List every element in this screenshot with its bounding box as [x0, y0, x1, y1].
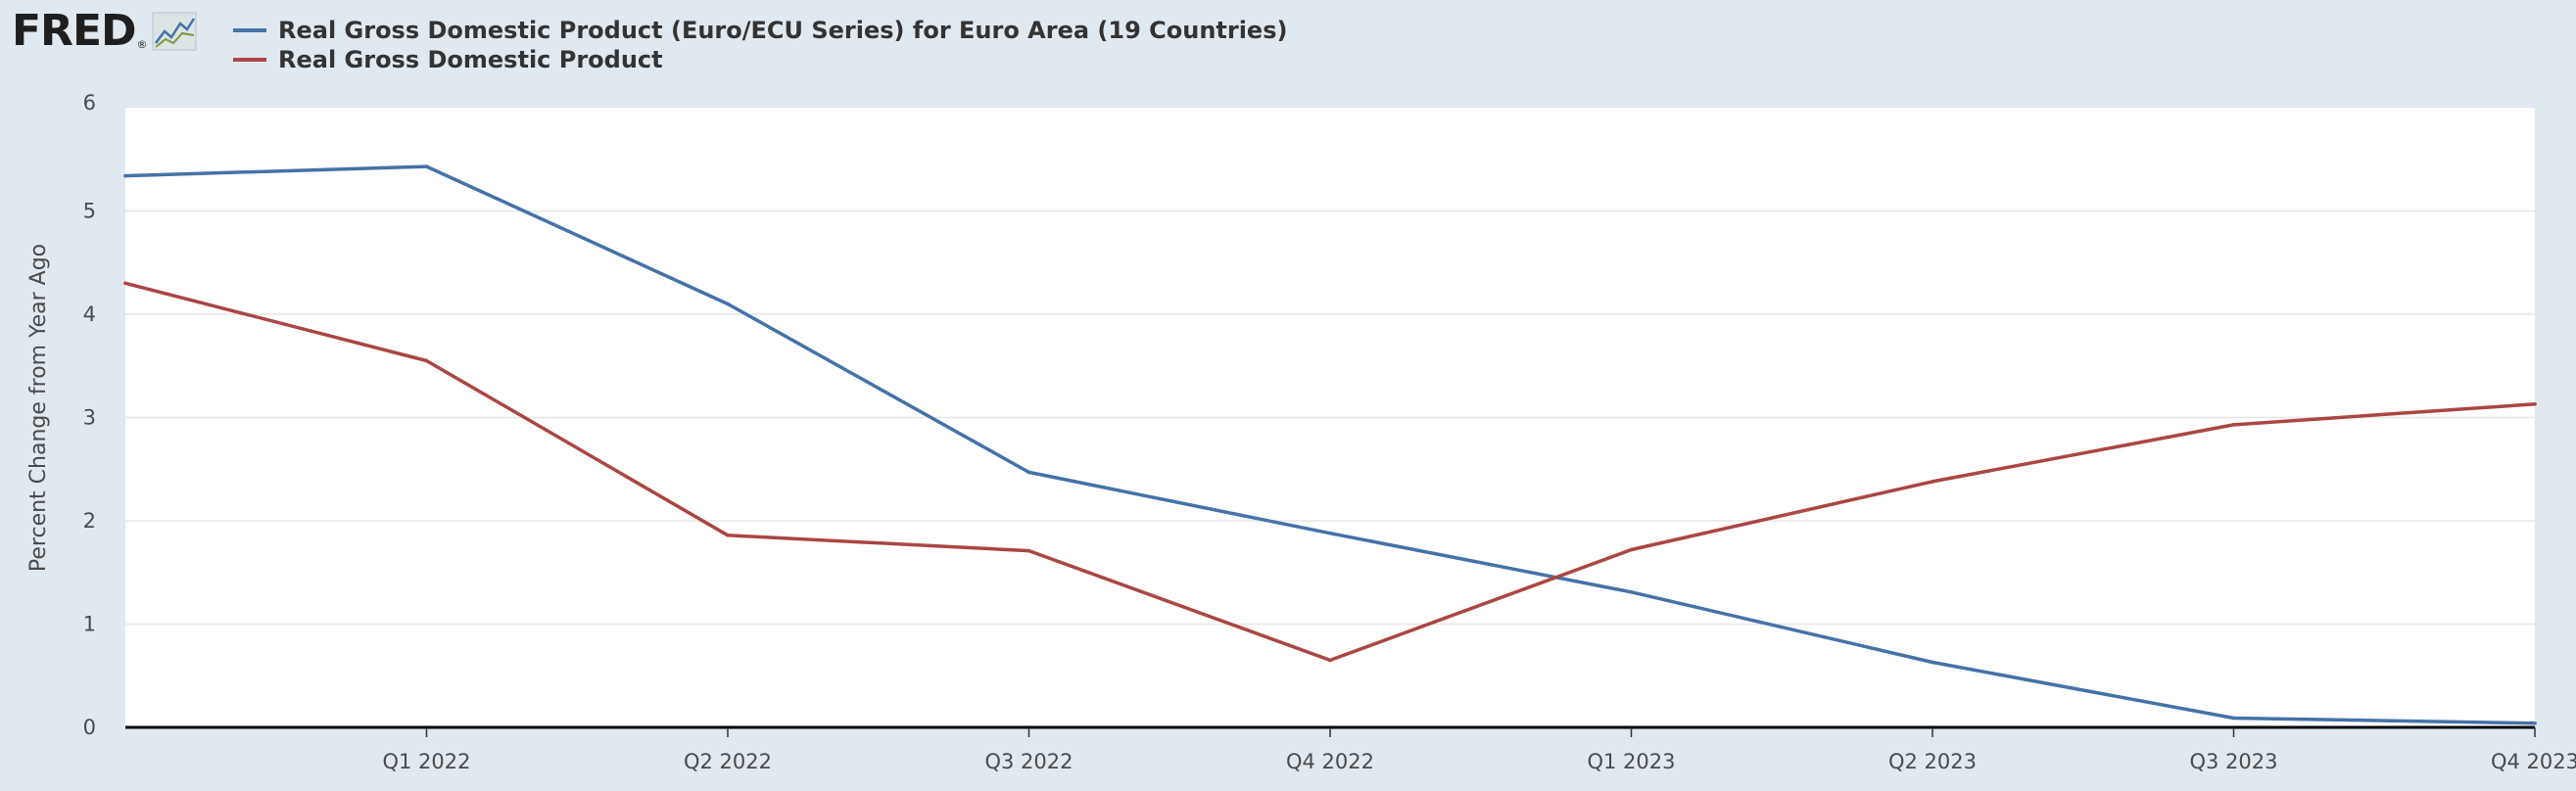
series-0-point-7	[2231, 716, 2236, 721]
legend-item-us[interactable]: Real Gross Domestic Product	[233, 45, 1287, 74]
x-tick-label-2: Q3 2022	[984, 750, 1073, 773]
y-axis-label: Percent Change from Year Ago	[26, 244, 51, 572]
series-1-point-4	[1328, 658, 1332, 663]
series-1-point-2	[726, 533, 730, 537]
x-tick-label-4: Q1 2023	[1587, 750, 1675, 773]
x-tick-label-3: Q4 2022	[1286, 750, 1374, 773]
x-tick-label-5: Q2 2023	[1888, 750, 1977, 773]
logo-text: FRED	[12, 6, 137, 56]
y-tick-label-1: 1	[83, 613, 96, 636]
series-0-point-4	[1328, 531, 1332, 535]
series-1-point-1	[424, 358, 429, 363]
line-graph-icon	[152, 12, 197, 51]
series-0-point-8	[2533, 721, 2537, 725]
chart-legend: Real Gross Domestic Product (Euro/ECU Se…	[233, 16, 1287, 74]
series-1-point-5	[1629, 547, 1634, 552]
registered-mark: ®	[136, 38, 148, 51]
series-0-point-2	[726, 302, 730, 306]
series-1-point-7	[2231, 423, 2236, 427]
y-tick-label-2: 2	[83, 509, 96, 533]
x-tick-label-6: Q3 2023	[2189, 750, 2277, 773]
legend-swatch-us	[233, 58, 266, 62]
y-tick-label-6: 6	[83, 91, 96, 115]
series-0-point-5	[1629, 589, 1634, 594]
series-1-point-8	[2533, 401, 2537, 406]
series-0-point-3	[1026, 470, 1031, 475]
series-0-point-1	[424, 164, 429, 168]
series-0-point-0	[123, 173, 127, 178]
fred-logo[interactable]: FRED ®	[12, 6, 197, 57]
series-0-point-6	[1931, 660, 1934, 665]
y-tick-label-3: 3	[83, 406, 96, 430]
y-tick-label-0: 0	[83, 716, 96, 739]
x-tick-label-1: Q2 2022	[684, 750, 772, 773]
series-1-point-6	[1931, 480, 1934, 484]
chart-header: FRED ® Real Gross Domestic Product (Euro…	[0, 0, 2576, 88]
series-1-point-0	[123, 281, 127, 286]
legend-item-euro-area[interactable]: Real Gross Domestic Product (Euro/ECU Se…	[233, 16, 1287, 45]
legend-label-us: Real Gross Domestic Product	[278, 46, 663, 73]
series-1-point-3	[1026, 548, 1031, 553]
y-tick-label-5: 5	[83, 200, 96, 223]
x-tick-label-7: Q4 2023	[2491, 750, 2576, 773]
legend-swatch-euro-area	[233, 28, 266, 32]
x-tick-label-0: Q1 2022	[382, 750, 470, 773]
y-tick-label-4: 4	[83, 302, 96, 326]
legend-label-euro-area: Real Gross Domestic Product (Euro/ECU Se…	[278, 17, 1288, 44]
